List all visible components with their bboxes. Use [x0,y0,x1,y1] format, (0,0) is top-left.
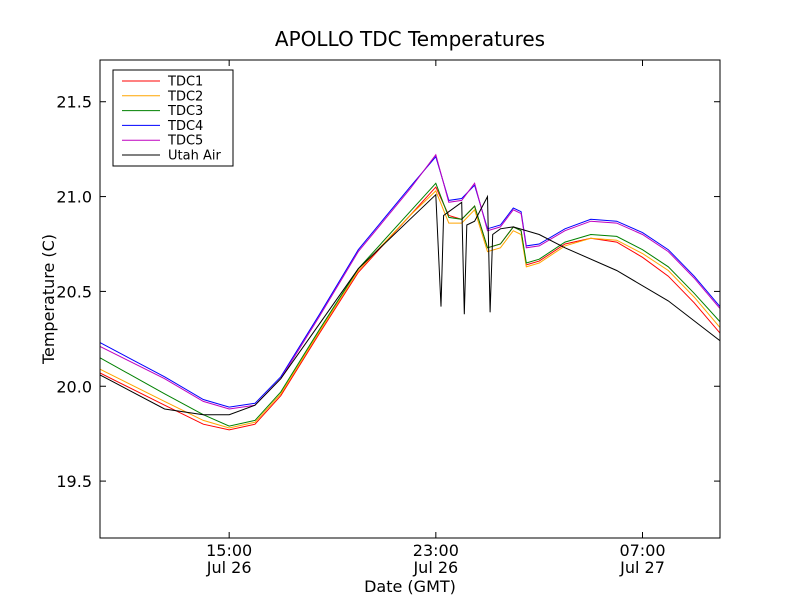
y-tick-label: 20.0 [56,377,92,396]
legend-label: TDC2 [167,89,203,104]
y-tick-label: 20.5 [56,282,92,301]
y-tick-label: 19.5 [56,472,92,491]
legend-box [112,69,234,167]
series-line-utah-air [100,193,720,416]
series-group [100,153,720,431]
y-tick-label: 21.0 [56,188,92,207]
x-tick-label-time: 07:00 [619,541,665,560]
series-line-tdc3 [100,182,720,427]
y-axis-title: Temperature (C) [39,234,58,365]
x-tick-label-time: 23:00 [413,541,459,560]
series-line-tdc2 [100,190,720,429]
legend-label: Utah Air [168,149,221,164]
x-tick-label-date: Jul 27 [619,558,665,577]
series-line-tdc4 [100,155,720,408]
series-line-tdc5 [100,153,720,410]
plot-frame [99,59,721,539]
x-tick-label-time: 15:00 [206,541,252,560]
legend-label: TDC1 [167,75,203,90]
chart-title: APOLLO TDC Temperatures [275,27,545,51]
x-tick-label-date: Jul 26 [206,558,252,577]
x-axis-title: Date (GMT) [364,577,456,596]
x-tick-label-date: Jul 26 [412,558,458,577]
legend-label: TDC3 [167,104,203,119]
y-tick-label: 21.5 [56,93,92,112]
legend-label: TDC5 [167,134,203,149]
series-line-tdc1 [100,186,720,431]
legend-label: TDC4 [167,119,203,134]
